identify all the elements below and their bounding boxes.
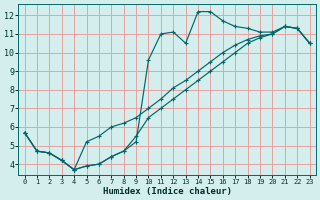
X-axis label: Humidex (Indice chaleur): Humidex (Indice chaleur) [103, 187, 232, 196]
